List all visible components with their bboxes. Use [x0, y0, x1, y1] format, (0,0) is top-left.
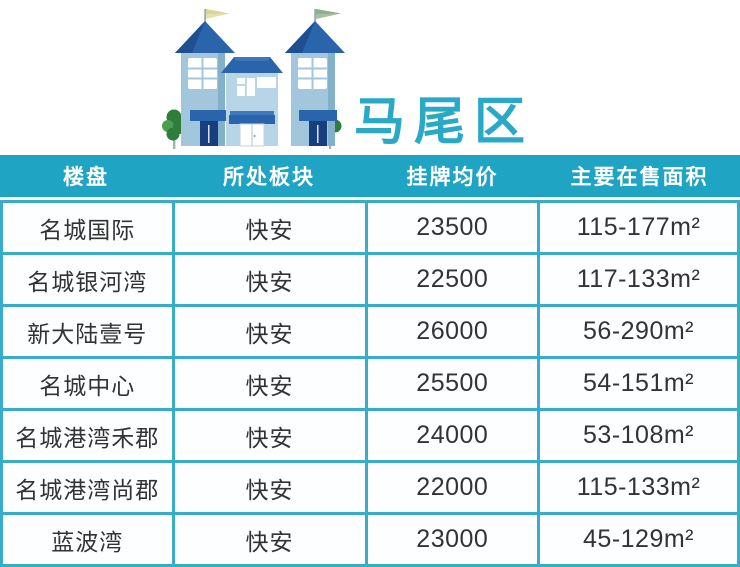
cell-price: 22000 [367, 463, 538, 512]
column-header-price: 挂牌均价 [406, 166, 499, 189]
table-header-row: 楼盘 所处板块 挂牌均价 主要在售面积 [0, 155, 740, 197]
cell-property: 新大陆壹号 [3, 307, 172, 356]
cell-area: 45-129m² [540, 515, 737, 564]
cell-block: 快安 [174, 255, 365, 304]
cell-price: 25500 [367, 359, 538, 408]
cell-block: 快安 [174, 203, 365, 252]
district-title: 马尾区 [354, 93, 535, 150]
flag-icon [314, 9, 341, 23]
cell-block: 快安 [174, 307, 365, 356]
cell-block: 快安 [174, 411, 365, 460]
table-body: 名城国际 快安 23500 115-177m² 名城银河湾 快安 22500 1… [0, 200, 740, 567]
left-tower [175, 21, 235, 146]
cell-price: 24000 [367, 411, 538, 460]
cell-property: 蓝波湾 [3, 515, 172, 564]
right-tower [285, 21, 345, 146]
cell-block: 快安 [174, 463, 365, 512]
column-header-area: 主要在售面积 [570, 166, 709, 189]
cell-price: 26000 [367, 307, 538, 356]
column-header-block: 所处板块 [223, 166, 315, 189]
cell-area: 117-133m² [540, 255, 737, 304]
hero-section: 马尾区 [0, 0, 740, 155]
cell-block: 快安 [174, 359, 365, 408]
cell-area: 54-151m² [540, 359, 737, 408]
cell-area: 56-290m² [540, 307, 737, 356]
cell-block: 快安 [174, 515, 365, 564]
column-header-property: 楼盘 [63, 166, 109, 189]
cell-price: 23000 [367, 515, 538, 564]
cell-price: 22500 [367, 255, 538, 304]
cell-area: 53-108m² [540, 411, 737, 460]
castle-building-icon [162, 9, 345, 149]
flag-icon [204, 9, 229, 23]
cell-area: 115-177m² [540, 203, 737, 252]
cell-area: 115-133m² [540, 463, 737, 512]
cell-property: 名城国际 [3, 203, 172, 252]
cell-property: 名城中心 [3, 359, 172, 408]
cell-property: 名城银河湾 [3, 255, 172, 304]
cell-price: 23500 [367, 203, 538, 252]
cell-property: 名城港湾尚郡 [3, 463, 172, 512]
center-building [221, 57, 283, 147]
cell-property: 名城港湾禾郡 [3, 411, 172, 460]
